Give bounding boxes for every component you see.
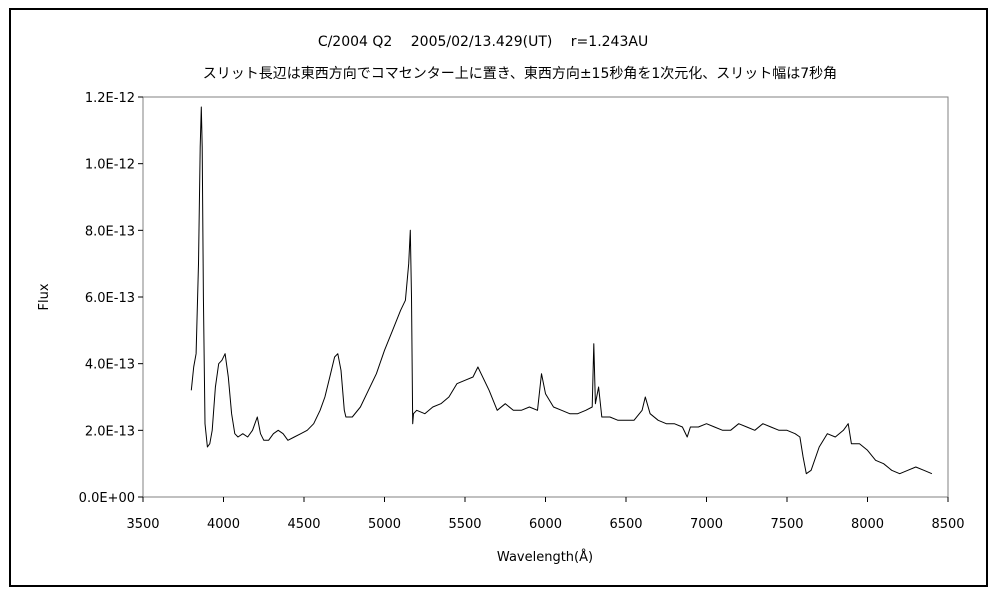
y-tick-label: 1.2E-12 bbox=[85, 91, 135, 106]
chart-subtitle: スリット長辺は東西方向でコマセンター上に置き、東西方向±15秒角を1次元化、スリ… bbox=[203, 66, 837, 82]
x-tick-label: 5000 bbox=[368, 517, 401, 532]
chart-title: C/2004 Q2 2005/02/13.429(UT) r=1.243AU bbox=[318, 34, 648, 50]
x-axis-ticks: 3500 4000 4500 5000 5500 6000 6500 7000 7500 8000… bbox=[126, 497, 965, 532]
y-tick-label: 4.0E-13 bbox=[85, 358, 135, 373]
y-tick-label: 8.0E-13 bbox=[85, 224, 135, 239]
x-tick-label: 8000 bbox=[851, 517, 884, 532]
x-axis-label: Wavelength(Å) bbox=[497, 549, 593, 565]
series-line bbox=[190, 106, 933, 475]
y-tick-label: 0.0E+00 bbox=[79, 491, 135, 506]
x-tick-label: 8500 bbox=[931, 517, 964, 532]
y-axis-label: Flux bbox=[37, 283, 52, 310]
x-tick-label: 5500 bbox=[448, 517, 481, 532]
x-tick-label: 3500 bbox=[126, 517, 159, 532]
x-tick-label: 4000 bbox=[207, 517, 240, 532]
series-group bbox=[190, 106, 933, 475]
x-tick-label: 6000 bbox=[529, 517, 562, 532]
y-tick-label: 6.0E-13 bbox=[85, 291, 135, 306]
x-tick-label: 6500 bbox=[609, 517, 642, 532]
y-tick-label: 1.0E-12 bbox=[85, 158, 135, 173]
x-tick-label: 7500 bbox=[770, 517, 803, 532]
x-tick-label: 4500 bbox=[287, 517, 320, 532]
y-axis-ticks: 0.0E+00 2.0E-13 4.0E-13 6.0E-13 8.0E-13 1.0E-… bbox=[79, 91, 143, 506]
y-tick-label: 2.0E-13 bbox=[85, 424, 135, 439]
x-tick-label: 7000 bbox=[690, 517, 723, 532]
plot-area bbox=[142, 96, 949, 498]
